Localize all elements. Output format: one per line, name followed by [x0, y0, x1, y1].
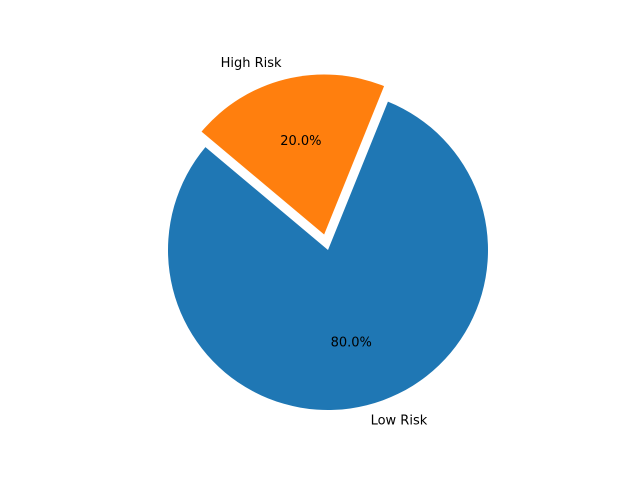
pie-slice-low-risk — [167, 101, 488, 411]
slice-percent-low-risk: 80.0% — [331, 336, 372, 351]
slice-label-high-risk: High Risk — [221, 56, 282, 71]
slice-label-low-risk: Low Risk — [371, 413, 428, 428]
pie-slice-high-risk — [201, 74, 385, 235]
slice-percent-high-risk: 20.0% — [280, 134, 321, 149]
pie-slices — [167, 74, 488, 411]
pie-labels: Low Risk High Risk 80.0% 20.0% — [221, 56, 428, 428]
